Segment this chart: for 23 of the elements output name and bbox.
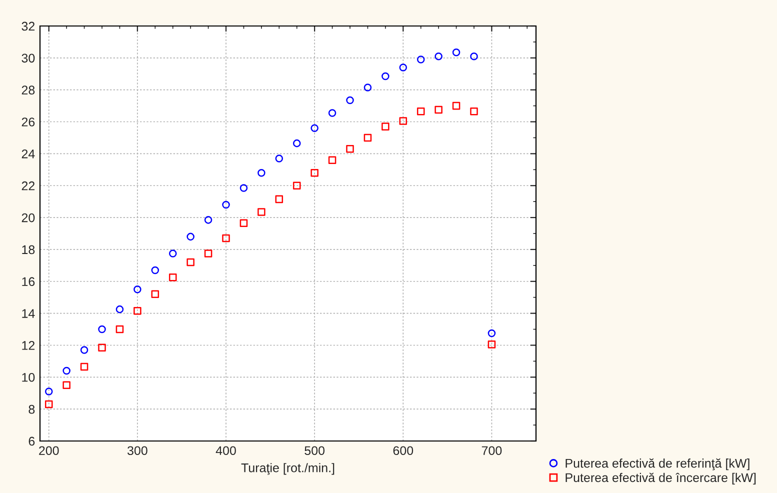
y-tick-label: 22: [22, 181, 35, 190]
x-tick-label: 200: [39, 446, 59, 456]
y-tick-label: 14: [22, 309, 35, 318]
y-tick-label: 26: [22, 118, 35, 126]
legend-label: Puterea efectivă de încercare [kW]: [566, 472, 756, 485]
x-tick-label: 700: [482, 446, 502, 456]
y-tick-label: 28: [22, 86, 35, 94]
x-tick-label: 300: [127, 446, 148, 456]
x-axis-title: Turaţie [rot./min.]: [241, 463, 334, 475]
y-tick-label: 6: [28, 436, 35, 446]
x-tick-label: 600: [393, 446, 414, 456]
legend-label: Puterea efectivă de referinţă [kW]: [566, 458, 750, 470]
y-tick-label: 32: [22, 22, 35, 31]
y-tick-label: 10: [22, 372, 35, 382]
y-tick-label: 24: [22, 149, 35, 158]
x-tick-label: 400: [216, 446, 236, 456]
y-tick-label: 18: [22, 245, 35, 254]
y-tick-label: 20: [22, 213, 35, 222]
x-tick-label: 500: [304, 446, 325, 456]
y-tick-label: 12: [22, 341, 35, 350]
y-tick-label: 16: [22, 277, 35, 286]
y-tick-label: 8: [28, 404, 35, 414]
y-tick-label: 30: [22, 54, 35, 63]
